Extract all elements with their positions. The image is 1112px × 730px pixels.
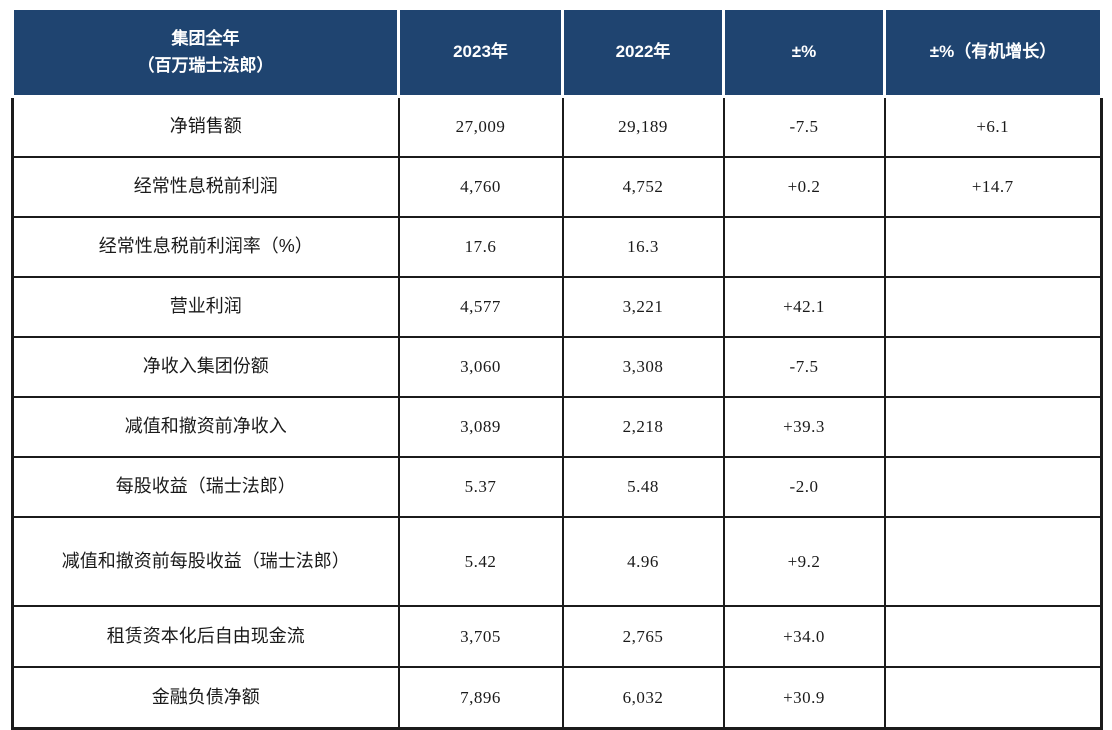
- header-cell-pct-change: ±%: [722, 7, 886, 98]
- value-cell-pct-organic: [883, 336, 1103, 398]
- value-cell-pct: -2.0: [722, 456, 886, 518]
- value-cell-pct: [722, 216, 886, 278]
- table-row: 每股收益（瑞士法郎） 5.37 5.48 -2.0: [11, 456, 1103, 518]
- value-cell-2022: 6,032: [561, 666, 725, 730]
- value-cell-pct-organic: +6.1: [883, 95, 1103, 158]
- row-label-cell: 减值和撤资前净收入: [11, 396, 400, 458]
- row-label-cell: 经常性息税前利润: [11, 156, 400, 218]
- table-row: 经常性息税前利润 4,760 4,752 +0.2 +14.7: [11, 156, 1103, 218]
- row-label-cell: 净收入集团份额: [11, 336, 400, 398]
- header-cell-2022: 2022年: [561, 7, 725, 98]
- value-cell-pct-organic: [883, 216, 1103, 278]
- financial-table-container: 集团全年 （百万瑞士法郎） 2023年 2022年 ±% ±%（有机增长） 净销…: [11, 7, 1103, 730]
- value-cell-2023: 3,089: [397, 396, 564, 458]
- value-cell-pct: +42.1: [722, 276, 886, 338]
- row-label-cell: 经常性息税前利润率（%）: [11, 216, 400, 278]
- value-cell-pct: -7.5: [722, 336, 886, 398]
- header-title-line2: （百万瑞士法郎）: [137, 55, 274, 75]
- value-cell-2023: 7,896: [397, 666, 564, 730]
- value-cell-2023: 27,009: [397, 95, 564, 158]
- value-cell-2023: 5.42: [397, 516, 564, 607]
- value-cell-pct: +30.9: [722, 666, 886, 730]
- table-row: 金融负债净额 7,896 6,032 +30.9: [11, 666, 1103, 730]
- value-cell-2023: 17.6: [397, 216, 564, 278]
- value-cell-2023: 4,760: [397, 156, 564, 218]
- table-body: 净销售额 27,009 29,189 -7.5 +6.1 经常性息税前利润 4,760 4,7…: [11, 95, 1103, 730]
- value-cell-pct-organic: +14.7: [883, 156, 1103, 218]
- value-cell-2022: 4,752: [561, 156, 725, 218]
- header-row: 集团全年 （百万瑞士法郎） 2023年 2022年 ±% ±%（有机增长）: [11, 7, 1103, 98]
- value-cell-2022: 29,189: [561, 95, 725, 158]
- value-cell-pct: +39.3: [722, 396, 886, 458]
- value-cell-2022: 3,221: [561, 276, 725, 338]
- table-row: 经常性息税前利润率（%） 17.6 16.3: [11, 216, 1103, 278]
- value-cell-pct: +0.2: [722, 156, 886, 218]
- value-cell-2022: 2,218: [561, 396, 725, 458]
- table-row: 营业利润 4,577 3,221 +42.1: [11, 276, 1103, 338]
- value-cell-pct-organic: [883, 605, 1103, 668]
- row-label-cell: 金融负债净额: [11, 666, 400, 730]
- row-label-cell: 租赁资本化后自由现金流: [11, 605, 400, 668]
- value-cell-pct-organic: [883, 276, 1103, 338]
- value-cell-pct: -7.5: [722, 95, 886, 158]
- row-label-cell: 净销售额: [11, 95, 400, 158]
- value-cell-pct-organic: [883, 456, 1103, 518]
- table-row: 减值和撤资前净收入 3,089 2,218 +39.3: [11, 396, 1103, 458]
- value-cell-2022: 3,308: [561, 336, 725, 398]
- header-cell-pct-organic: ±%（有机增长）: [883, 7, 1103, 98]
- value-cell-2022: 4.96: [561, 516, 725, 607]
- header-cell-group-title: 集团全年 （百万瑞士法郎）: [11, 7, 400, 98]
- value-cell-2023: 3,060: [397, 336, 564, 398]
- value-cell-pct-organic: [883, 396, 1103, 458]
- value-cell-2022: 16.3: [561, 216, 725, 278]
- value-cell-pct-organic: [883, 516, 1103, 607]
- table-row: 净收入集团份额 3,060 3,308 -7.5: [11, 336, 1103, 398]
- group-full-year-table: 集团全年 （百万瑞士法郎） 2023年 2022年 ±% ±%（有机增长） 净销…: [11, 7, 1103, 730]
- value-cell-2023: 5.37: [397, 456, 564, 518]
- value-cell-2023: 3,705: [397, 605, 564, 668]
- value-cell-2023: 4,577: [397, 276, 564, 338]
- row-label-cell: 每股收益（瑞士法郎）: [11, 456, 400, 518]
- header-title-line1: 集团全年: [171, 29, 240, 49]
- table-row: 减值和撤资前每股收益（瑞士法郎） 5.42 4.96 +9.2: [11, 516, 1103, 607]
- value-cell-pct: +9.2: [722, 516, 886, 607]
- value-cell-pct: +34.0: [722, 605, 886, 668]
- header-cell-2023: 2023年: [397, 7, 564, 98]
- table-row: 租赁资本化后自由现金流 3,705 2,765 +34.0: [11, 605, 1103, 668]
- row-label-cell: 营业利润: [11, 276, 400, 338]
- value-cell-2022: 5.48: [561, 456, 725, 518]
- value-cell-2022: 2,765: [561, 605, 725, 668]
- table-row: 净销售额 27,009 29,189 -7.5 +6.1: [11, 95, 1103, 158]
- row-label-cell: 减值和撤资前每股收益（瑞士法郎）: [11, 516, 400, 607]
- value-cell-pct-organic: [883, 666, 1103, 730]
